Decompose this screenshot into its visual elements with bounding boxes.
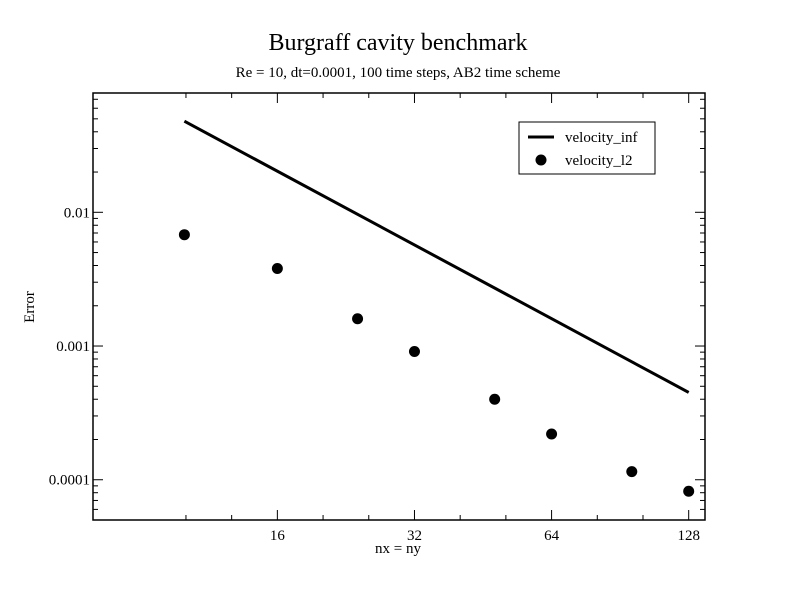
data-point-velocity_l2	[178, 229, 190, 241]
data-point-velocity_l2	[546, 428, 558, 440]
data-point-velocity_l2	[626, 466, 638, 478]
legend: velocity_inf velocity_l2	[518, 121, 656, 175]
chart-title: Burgraff cavity benchmark	[268, 30, 527, 56]
legend-label-velocity_l2: velocity_l2	[565, 153, 633, 169]
y-tick-label: 0.001	[56, 339, 90, 355]
data-point-velocity_l2	[408, 345, 420, 357]
x-tick-label: 128	[677, 528, 700, 544]
x-tick-label: 32	[407, 528, 422, 544]
plot-frame	[92, 92, 706, 521]
data-point-velocity_l2	[489, 393, 501, 405]
y-axis-label: Error	[22, 291, 38, 323]
chart-subtitle: Re = 10, dt=0.0001, 100 time steps, AB2 …	[236, 65, 561, 81]
y-tick-label: 0.01	[64, 205, 90, 221]
y-tick-label: 0.0001	[49, 473, 90, 489]
x-axis-label: nx = ny	[375, 541, 421, 557]
legend-label-velocity_inf: velocity_inf	[565, 130, 637, 146]
legend-swatch-velocity_l2	[535, 154, 547, 166]
data-point-velocity_l2	[271, 262, 283, 274]
series-line-velocity_inf	[183, 119, 690, 394]
x-tick-label: 64	[544, 528, 560, 544]
data-point-velocity_l2	[683, 485, 695, 497]
data-point-velocity_l2	[352, 313, 364, 325]
x-tick-label: 16	[270, 528, 286, 544]
plot-area: 16 32 64 128 0.0001 0.001 0.01	[49, 92, 706, 544]
